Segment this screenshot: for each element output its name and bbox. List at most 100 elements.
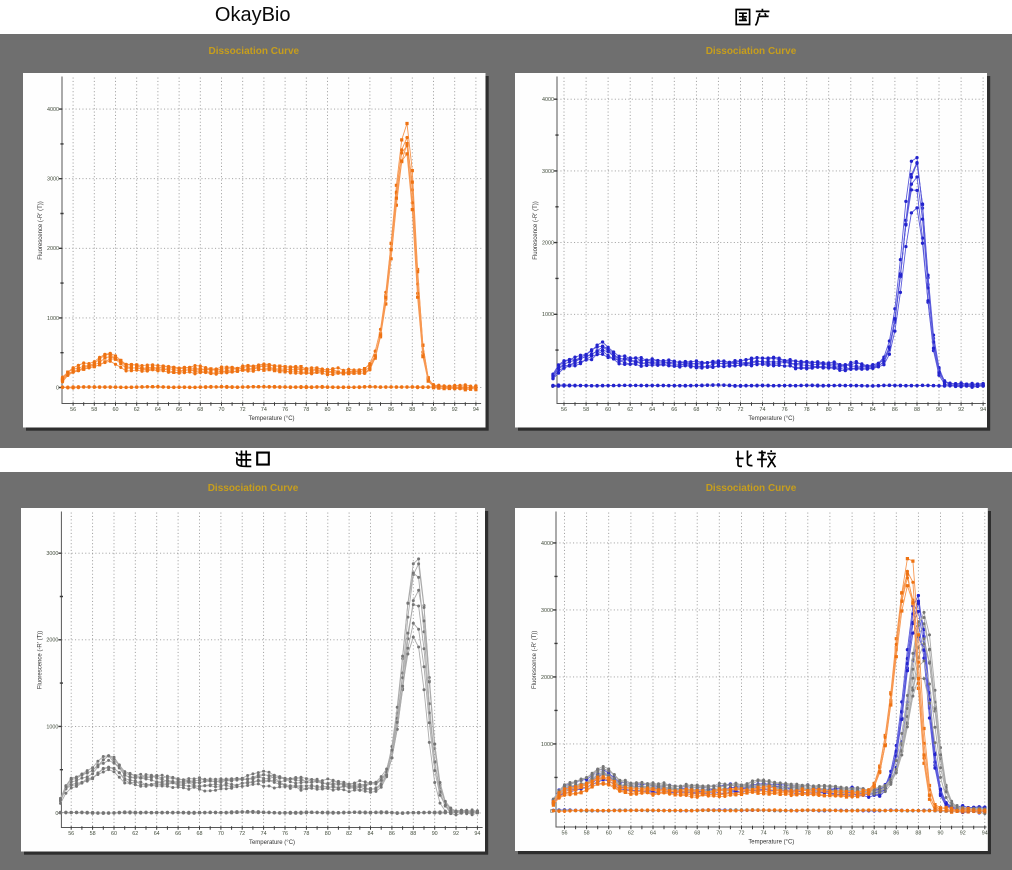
svg-text:82: 82	[345, 407, 351, 413]
svg-text:84: 84	[368, 831, 374, 837]
svg-text:64: 64	[649, 407, 655, 413]
svg-text:70: 70	[715, 407, 721, 413]
svg-text:70: 70	[218, 831, 224, 837]
svg-text:0: 0	[55, 810, 58, 816]
svg-text:86: 86	[388, 407, 394, 413]
svg-text:82: 82	[346, 831, 352, 837]
svg-text:76: 76	[782, 831, 788, 837]
svg-text:66: 66	[672, 831, 678, 837]
svg-text:58: 58	[91, 407, 97, 413]
svg-text:60: 60	[605, 831, 611, 837]
svg-text:62: 62	[132, 831, 138, 837]
svg-text:Fluorescence (-R' (T)): Fluorescence (-R' (T))	[531, 631, 537, 689]
svg-text:60: 60	[605, 407, 611, 413]
svg-text:86: 86	[389, 831, 395, 837]
svg-text:94: 94	[980, 407, 986, 413]
svg-text:88: 88	[409, 407, 415, 413]
svg-text:78: 78	[804, 831, 810, 837]
svg-text:74: 74	[260, 407, 266, 413]
svg-text:Temperature (°C): Temperature (°C)	[748, 416, 794, 422]
svg-text:68: 68	[694, 831, 700, 837]
svg-text:1000: 1000	[542, 312, 554, 318]
svg-text:84: 84	[366, 407, 372, 413]
svg-text:90: 90	[936, 407, 942, 413]
svg-text:3000: 3000	[542, 168, 554, 174]
svg-text:2000: 2000	[46, 637, 58, 643]
svg-text:0: 0	[56, 385, 59, 391]
svg-text:92: 92	[959, 831, 965, 837]
svg-text:0: 0	[549, 809, 552, 815]
svg-text:88: 88	[410, 831, 416, 837]
svg-text:4000: 4000	[542, 97, 554, 103]
svg-text:78: 78	[303, 831, 309, 837]
svg-text:78: 78	[803, 407, 809, 413]
svg-text:66: 66	[175, 831, 181, 837]
svg-text:Temperature (°C): Temperature (°C)	[748, 839, 794, 845]
svg-text:80: 80	[324, 407, 330, 413]
svg-text:66: 66	[176, 407, 182, 413]
svg-text:80: 80	[325, 831, 331, 837]
svg-text:72: 72	[738, 831, 744, 837]
svg-text:94: 94	[474, 831, 480, 837]
svg-text:84: 84	[869, 407, 875, 413]
svg-text:82: 82	[847, 407, 853, 413]
svg-text:56: 56	[70, 407, 76, 413]
svg-text:92: 92	[453, 831, 459, 837]
svg-text:74: 74	[261, 831, 267, 837]
svg-text:90: 90	[430, 407, 436, 413]
svg-text:84: 84	[871, 831, 877, 837]
svg-text:Fluorescence (-R' (T)): Fluorescence (-R' (T))	[38, 201, 44, 260]
svg-text:90: 90	[937, 831, 943, 837]
svg-text:88: 88	[914, 407, 920, 413]
svg-text:4000: 4000	[541, 541, 553, 547]
svg-text:88: 88	[915, 831, 921, 837]
svg-text:82: 82	[849, 831, 855, 837]
svg-text:3000: 3000	[541, 608, 553, 614]
svg-text:58: 58	[583, 407, 589, 413]
svg-text:2000: 2000	[47, 246, 59, 252]
svg-text:68: 68	[197, 831, 203, 837]
svg-text:62: 62	[133, 407, 139, 413]
svg-text:80: 80	[825, 407, 831, 413]
svg-text:1000: 1000	[47, 315, 59, 321]
svg-text:62: 62	[627, 831, 633, 837]
svg-text:68: 68	[197, 407, 203, 413]
svg-text:3000: 3000	[46, 551, 58, 557]
svg-text:86: 86	[893, 831, 899, 837]
svg-text:Temperature (°C): Temperature (°C)	[248, 416, 294, 422]
svg-text:70: 70	[218, 407, 224, 413]
svg-text:68: 68	[693, 407, 699, 413]
svg-text:Temperature (°C): Temperature (°C)	[249, 840, 295, 846]
svg-text:92: 92	[451, 407, 457, 413]
svg-text:76: 76	[282, 831, 288, 837]
svg-text:Fluorescence (-R' (T)): Fluorescence (-R' (T))	[37, 630, 43, 689]
svg-text:1000: 1000	[541, 742, 553, 748]
svg-text:94: 94	[981, 831, 987, 837]
svg-text:56: 56	[561, 407, 567, 413]
svg-text:62: 62	[627, 407, 633, 413]
svg-text:4000: 4000	[47, 107, 59, 113]
svg-text:80: 80	[826, 831, 832, 837]
svg-text:60: 60	[111, 831, 117, 837]
svg-text:60: 60	[112, 407, 118, 413]
svg-text:64: 64	[154, 407, 160, 413]
svg-text:2000: 2000	[542, 240, 554, 246]
svg-text:70: 70	[716, 831, 722, 837]
svg-text:76: 76	[282, 407, 288, 413]
svg-text:74: 74	[760, 831, 766, 837]
svg-text:94: 94	[472, 407, 478, 413]
svg-text:56: 56	[561, 831, 567, 837]
svg-text:64: 64	[154, 831, 160, 837]
svg-text:92: 92	[958, 407, 964, 413]
svg-text:74: 74	[759, 407, 765, 413]
svg-text:72: 72	[737, 407, 743, 413]
svg-text:72: 72	[239, 407, 245, 413]
svg-text:66: 66	[671, 407, 677, 413]
svg-text:Fluorescence (-R' (T)): Fluorescence (-R' (T))	[533, 201, 539, 260]
svg-text:64: 64	[650, 831, 656, 837]
svg-text:58: 58	[90, 831, 96, 837]
svg-text:3000: 3000	[47, 176, 59, 182]
svg-text:78: 78	[303, 407, 309, 413]
svg-text:58: 58	[583, 831, 589, 837]
svg-text:1000: 1000	[46, 724, 58, 730]
